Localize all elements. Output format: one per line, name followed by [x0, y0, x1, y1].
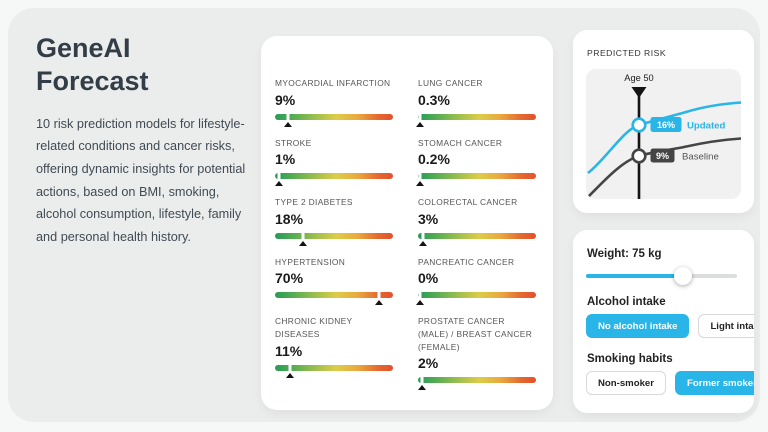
risk-model-value: 0.3%	[418, 91, 450, 108]
weight-slider-thumb[interactable]	[673, 267, 692, 285]
risk-gauge-bar	[417, 376, 536, 391]
risk-model-value: 0.2%	[418, 151, 450, 168]
baseline-value-badge	[650, 148, 675, 163]
updated-value: 16%	[657, 120, 675, 130]
risk-gauge-bar	[415, 291, 536, 306]
risk-marker-triangle-icon	[286, 372, 295, 378]
risk-gauge-bar	[416, 112, 536, 127]
intro-section: GeneAI Forecast 10 risk prediction model…	[36, 32, 250, 249]
risk-model-value: 9%	[275, 91, 296, 108]
updated-value-badge	[650, 117, 682, 132]
risk-gauge-bar	[275, 112, 393, 127]
controls-card: Weight: 75 kg Alcohol intake No alcohol …	[573, 230, 754, 413]
risk-marker-triangle-icon	[374, 300, 383, 306]
predicted-risk-card: PREDICTED RISK Age 50 16% Updated 9% Bas…	[573, 30, 754, 213]
predicted-risk-header: PREDICTED RISK	[587, 48, 667, 58]
non-smoker-button[interactable]: Non-smoker	[586, 371, 666, 395]
risk-gauge-gap	[418, 112, 422, 121]
risk-gauge-gap	[277, 172, 281, 181]
weight-label: Weight: 75 kg	[587, 248, 662, 260]
risk-model-value: 2%	[418, 355, 439, 372]
risk-gauge-bar	[274, 172, 393, 187]
risk-model-value: 18%	[275, 210, 304, 227]
risk-model: STOMACH CANCER 0.2%	[416, 137, 536, 187]
risk-gauge-gap	[377, 291, 381, 300]
page-description: 10 risk prediction models for lifestyle-…	[36, 116, 246, 244]
risk-model: PANCREATIC CANCER 0%	[415, 256, 536, 306]
risk-marker-triangle-icon	[274, 181, 283, 187]
risk-model-name: PROSTATE CANCER (MALE) / BREAST CANCER (…	[418, 316, 533, 352]
risk-gauge-bar	[416, 172, 536, 187]
predicted-risk-chart: Age 50 16% Updated 9% Baseline	[586, 69, 741, 199]
risk-marker-triangle-icon	[418, 240, 427, 246]
risk-model-name: CHRONIC KIDNEY DISEASES	[275, 316, 353, 340]
risk-gauge-gap	[301, 231, 305, 240]
risk-model-value: 0%	[418, 270, 439, 287]
risk-model: TYPE 2 DIABETES 18%	[275, 196, 393, 246]
risk-marker-triangle-icon	[299, 240, 308, 246]
risk-model-value: 11%	[275, 342, 303, 359]
risk-gauge-bar	[418, 231, 536, 246]
alcohol-intake-label: Alcohol intake	[587, 296, 666, 308]
no-alcohol-intake-button[interactable]: No alcohol intake	[586, 314, 690, 338]
risk-gauge-gap	[420, 376, 424, 385]
former-smoker-button[interactable]: Former smoker	[674, 371, 754, 395]
baseline-point-icon	[631, 148, 647, 164]
risk-marker-triangle-icon	[283, 121, 292, 127]
risk-model: COLORECTAL CANCER 3%	[418, 196, 536, 246]
light-intake-less-button[interactable]: Light intake ( less	[698, 314, 754, 338]
risk-gauge-bar	[275, 291, 393, 306]
risk-gauge-bar	[275, 231, 393, 246]
risk-marker-triangle-icon	[416, 121, 425, 127]
risk-gauge-gap	[288, 363, 292, 372]
risk-model-name: STOMACH CANCER	[418, 137, 503, 148]
weight-slider-fill	[586, 274, 683, 278]
risk-models-card: MYOCARDIAL INFARCTION 9% STROKE 1% TYPE …	[261, 36, 553, 410]
risk-gauge-gap	[286, 112, 290, 121]
risk-model-value: 70%	[275, 270, 304, 287]
risk-model: STROKE 1%	[274, 137, 393, 187]
risk-model-name: LUNG CANCER	[418, 78, 483, 88]
risk-model-name: MYOCARDIAL INFARCTION	[275, 78, 391, 88]
baseline-curve	[587, 137, 741, 198]
alcohol-options: No alcohol intake Light intake ( less	[586, 314, 754, 338]
risk-marker-triangle-icon	[417, 385, 426, 391]
baseline-value: 9%	[656, 151, 669, 161]
weight-slider[interactable]	[586, 267, 737, 285]
baseline-series-label: Baseline	[682, 152, 719, 163]
risk-gauge-gap	[418, 291, 422, 300]
risk-marker-triangle-icon	[416, 181, 425, 187]
updated-series-label: Updated	[687, 121, 726, 132]
risk-marker-triangle-icon	[415, 300, 424, 306]
app-panel: GeneAI Forecast 10 risk prediction model…	[8, 8, 760, 422]
page-title: GeneAI Forecast	[36, 33, 149, 96]
risk-model-name: STROKE	[275, 137, 312, 148]
age-label: Age 50	[624, 73, 653, 83]
risk-gauge-gap	[421, 231, 425, 240]
risk-model-name: HYPERTENSION	[275, 256, 346, 267]
risk-gauge-gap	[418, 172, 422, 181]
risk-model-value: 3%	[418, 210, 439, 227]
age-marker-triangle-icon	[631, 87, 647, 98]
risk-trajectory-plot: Age 50 16% Updated 9% Baseline	[587, 73, 741, 199]
updated-point-icon	[631, 117, 647, 133]
risk-model-value: 1%	[275, 151, 296, 168]
risk-model-name: COLORECTAL CANCER	[418, 197, 518, 208]
risk-model: HYPERTENSION 70%	[275, 256, 393, 306]
risk-gauge-bar	[275, 363, 393, 378]
risk-model: MYOCARDIAL INFARCTION 9%	[275, 77, 393, 127]
risk-model: LUNG CANCER 0.3%	[416, 77, 536, 127]
smoking-habits-label: Smoking habits	[587, 353, 673, 365]
risk-model-name: TYPE 2 DIABETES	[275, 197, 353, 208]
risk-models-grid: MYOCARDIAL INFARCTION 9% STROKE 1% TYPE …	[274, 77, 536, 400]
risk-model-name: PANCREATIC CANCER	[418, 256, 515, 267]
risk-model: PROSTATE CANCER (MALE) / BREAST CANCER (…	[417, 315, 536, 391]
risk-model: CHRONIC KIDNEY DISEASES 11%	[275, 315, 393, 383]
